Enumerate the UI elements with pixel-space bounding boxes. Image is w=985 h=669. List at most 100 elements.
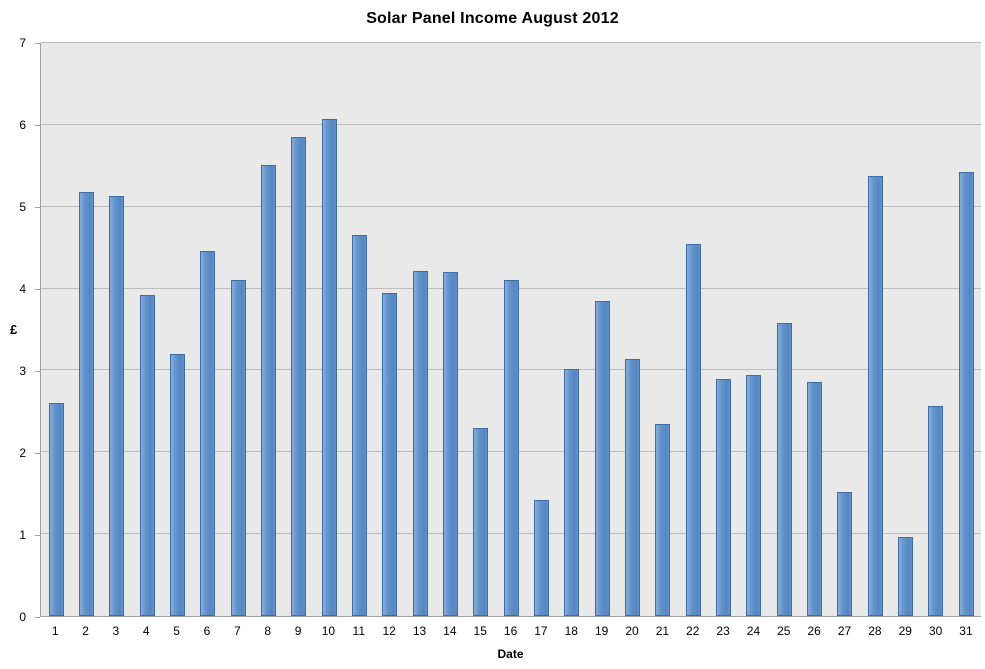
y-tick-label-1: 1 xyxy=(19,528,26,542)
bar-day-10 xyxy=(321,119,337,616)
bar-day-26 xyxy=(806,381,822,616)
bar-day-22 xyxy=(685,244,701,616)
x-tick-label-21: 21 xyxy=(655,624,670,638)
bar-day-24 xyxy=(746,375,762,616)
bar-slot-day-1 xyxy=(41,43,71,616)
bar-slot-day-2 xyxy=(71,43,101,616)
bar-day-14 xyxy=(442,272,458,616)
bar-slot-day-9 xyxy=(284,43,314,616)
x-tick-label-23: 23 xyxy=(716,624,730,638)
x-tick-label-3: 3 xyxy=(112,624,120,638)
bar-day-31 xyxy=(958,172,974,616)
bars-container xyxy=(41,43,981,616)
x-tick-label-9: 9 xyxy=(294,624,302,638)
x-tick-label-2: 2 xyxy=(82,624,89,638)
x-axis-ticks: 1 2 3 4 5 6 7 8 9 10 11 12 13 14 15 16 17 18 19 20 21 22 23 24 2… xyxy=(40,624,981,638)
x-tick-label-17: 17 xyxy=(534,624,548,638)
bar-slot-day-19 xyxy=(587,43,617,616)
gridline-6 xyxy=(41,123,981,125)
y-tick-mark-7 xyxy=(35,43,40,44)
x-tick-label-20: 20 xyxy=(625,624,639,638)
x-tick-label-10: 10 xyxy=(321,624,336,638)
bar-day-12 xyxy=(382,292,398,616)
bar-day-18 xyxy=(564,368,580,616)
bar-day-9 xyxy=(291,137,307,616)
bar-slot-day-14 xyxy=(435,43,465,616)
bar-slot-day-4 xyxy=(132,43,162,616)
x-tick-label-31: 31 xyxy=(959,624,973,638)
bar-slot-day-18 xyxy=(557,43,587,616)
x-tick-label-8: 8 xyxy=(264,624,272,638)
bar-day-16 xyxy=(503,279,519,616)
x-tick-label-18: 18 xyxy=(564,624,578,638)
bar-slot-day-31 xyxy=(951,43,981,616)
bar-day-27 xyxy=(837,491,853,616)
bar-day-2 xyxy=(78,191,94,616)
bar-slot-day-16 xyxy=(496,43,526,616)
bar-day-11 xyxy=(351,234,367,616)
y-tick-mark-3 xyxy=(35,371,40,372)
bar-slot-day-3 xyxy=(102,43,132,616)
x-tick-label-28: 28 xyxy=(868,624,882,638)
bar-day-7 xyxy=(230,280,246,616)
bar-slot-day-12 xyxy=(375,43,405,616)
bar-slot-day-22 xyxy=(678,43,708,616)
plot-area xyxy=(40,42,981,617)
bar-day-15 xyxy=(473,427,489,616)
x-axis-label: Date xyxy=(497,647,524,661)
y-tick-mark-5 xyxy=(35,207,40,208)
bar-day-30 xyxy=(928,406,944,616)
y-tick-label-4: 4 xyxy=(19,282,26,296)
bar-day-28 xyxy=(867,175,883,616)
bar-day-17 xyxy=(533,499,549,616)
bar-slot-day-29 xyxy=(890,43,920,616)
y-tick-label-5: 5 xyxy=(19,200,26,214)
x-tick-label-13: 13 xyxy=(412,624,427,638)
bar-day-19 xyxy=(594,300,610,616)
bar-slot-day-8 xyxy=(253,43,283,616)
gridline-5 xyxy=(41,205,981,207)
bar-day-23 xyxy=(715,378,731,616)
gridline-7 xyxy=(41,42,981,43)
x-tick-label-6: 6 xyxy=(203,624,211,638)
bar-slot-day-20 xyxy=(617,43,647,616)
bar-slot-day-26 xyxy=(799,43,829,616)
x-tick-label-27: 27 xyxy=(837,624,852,638)
x-tick-label-11: 11 xyxy=(352,624,365,638)
y-tick-mark-4 xyxy=(35,289,40,290)
bar-day-21 xyxy=(655,423,671,616)
bar-slot-day-27 xyxy=(830,43,860,616)
bar-slot-day-10 xyxy=(314,43,344,616)
y-tick-mark-6 xyxy=(35,125,40,126)
bar-day-13 xyxy=(412,270,428,616)
bar-slot-day-23 xyxy=(708,43,738,616)
y-tick-label-7: 7 xyxy=(19,36,26,50)
bar-slot-day-30 xyxy=(921,43,951,616)
bar-slot-day-17 xyxy=(526,43,556,616)
y-tick-mark-1 xyxy=(35,535,40,536)
x-tick-label-15: 15 xyxy=(473,624,487,638)
x-tick-label-12: 12 xyxy=(382,624,396,638)
bar-slot-day-5 xyxy=(162,43,192,616)
bar-slot-day-28 xyxy=(860,43,890,616)
bar-slot-day-24 xyxy=(739,43,769,616)
x-tick-label-7: 7 xyxy=(233,624,241,638)
x-tick-label-14: 14 xyxy=(443,624,457,638)
bar-day-6 xyxy=(200,250,216,616)
bar-day-25 xyxy=(776,322,792,616)
bar-day-20 xyxy=(624,358,640,616)
chart-title: Solar Panel Income August 2012 xyxy=(366,10,619,27)
bar-slot-day-13 xyxy=(405,43,435,616)
bar-slot-day-7 xyxy=(223,43,253,616)
x-tick-label-22: 22 xyxy=(686,624,700,638)
bar-slot-day-21 xyxy=(648,43,678,616)
x-tick-label-29: 29 xyxy=(898,624,912,638)
y-tick-mark-0 xyxy=(35,617,40,618)
bar-day-4 xyxy=(139,295,155,616)
x-tick-label-30: 30 xyxy=(928,624,943,638)
y-tick-label-2: 2 xyxy=(19,446,26,460)
y-tick-label-6: 6 xyxy=(19,118,26,132)
bar-day-5 xyxy=(169,354,185,616)
x-tick-label-24: 24 xyxy=(746,624,761,638)
